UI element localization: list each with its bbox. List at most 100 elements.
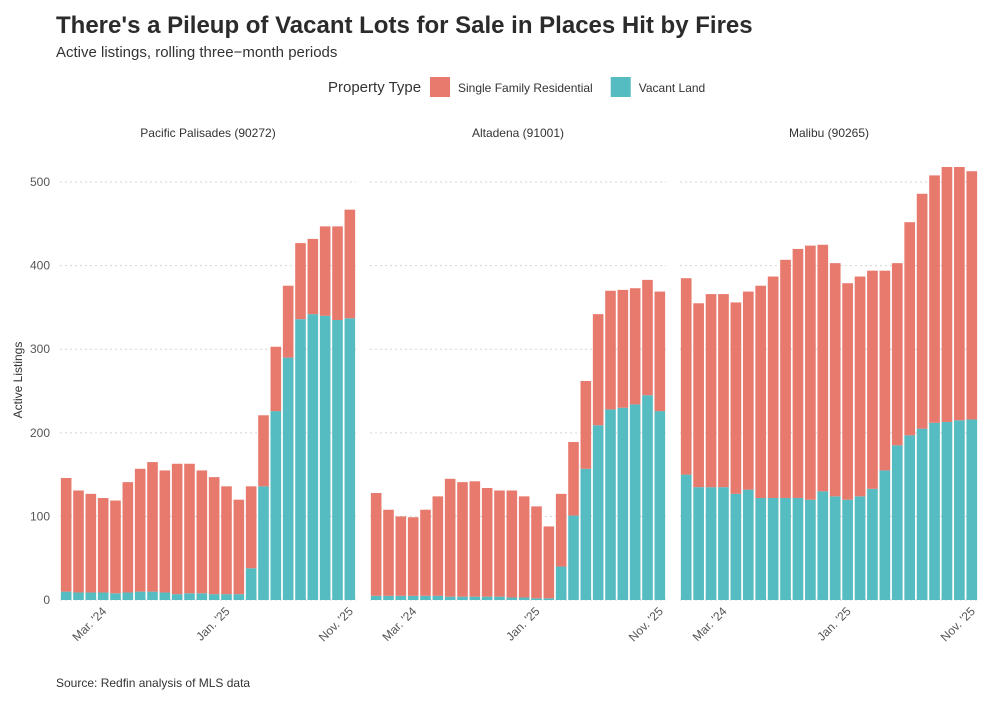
bar-segment (383, 509, 394, 596)
bar-segment (854, 496, 866, 600)
bar-segment (307, 238, 319, 315)
bar-segment (617, 407, 629, 600)
bar-segment (208, 594, 220, 600)
bar-segment (718, 294, 729, 488)
bar-segment (568, 515, 579, 600)
bar-segment (370, 595, 382, 600)
bar-segment (555, 566, 567, 600)
bar-segment (184, 593, 195, 600)
bar-segment (469, 596, 481, 600)
bar-segment (469, 481, 481, 597)
bar-segment (60, 591, 72, 600)
bar-segment (233, 499, 245, 595)
x-tick-label: Jan. '25 (193, 604, 233, 644)
facet-title: Altadena (91001) (472, 126, 564, 140)
bar-segment (395, 595, 407, 600)
legend-swatch (430, 77, 450, 97)
bar-segment (270, 346, 282, 412)
bar-segment (617, 289, 629, 408)
bar-segment (654, 411, 666, 600)
bar-segment (110, 500, 121, 594)
bar-segment (780, 259, 791, 499)
bar-segment (842, 499, 853, 600)
y-tick-label: 100 (30, 509, 50, 523)
bar-segment (854, 276, 866, 497)
bar-segment (568, 442, 579, 516)
bar-segment (605, 290, 616, 410)
bar-segment (332, 226, 343, 320)
bar-segment (147, 462, 158, 592)
bar-segment (941, 421, 953, 600)
x-tick-label: Mar. '24 (69, 604, 109, 644)
bar-segment (196, 470, 208, 594)
bar-segment (592, 314, 604, 426)
bar-segment (742, 489, 754, 600)
legend-label: Single Family Residential (458, 81, 593, 95)
bar-segment (457, 482, 468, 597)
bar-segment (767, 498, 779, 600)
bar-segment (481, 596, 493, 600)
bar-segment (916, 428, 928, 600)
bar-segment (295, 243, 306, 320)
bar-segment (680, 474, 692, 600)
bar-segment (543, 598, 555, 600)
x-tick-label: Mar. '24 (379, 604, 419, 644)
bar-segment (282, 285, 294, 358)
bar-segment (867, 270, 878, 489)
facet-title: Malibu (90265) (789, 126, 869, 140)
bar-segment (122, 592, 134, 600)
source-note: Source: Redfin analysis of MLS data (56, 676, 250, 690)
bar-segment (85, 493, 97, 593)
y-tick-label: 400 (30, 259, 50, 273)
x-tick-label: Nov. '25 (316, 604, 356, 644)
bar-segment (420, 595, 431, 600)
bar-segment (755, 498, 767, 600)
bar-segment (966, 171, 978, 420)
bar-segment (904, 435, 916, 600)
bar-segment (233, 594, 245, 600)
y-tick-label: 300 (30, 342, 50, 356)
bar-segment (97, 498, 109, 593)
bar-segment (60, 477, 72, 592)
y-axis-label: Active Listings (11, 342, 25, 419)
bar-segment (879, 470, 891, 600)
bar-segment (494, 490, 505, 597)
bar-segment (555, 493, 567, 567)
bar-segment (245, 486, 257, 569)
bar-segment (829, 496, 841, 600)
bar-segment (629, 404, 641, 600)
bar-segment (506, 490, 518, 598)
bar-segment (444, 478, 456, 597)
bar-segment (171, 463, 183, 595)
x-tick-label: Nov. '25 (626, 604, 666, 644)
bar-segment (767, 276, 779, 499)
bar-segment (966, 419, 978, 600)
bar-segment (432, 496, 444, 596)
bar-segment (941, 167, 953, 422)
x-tick-label: Nov. '25 (938, 604, 978, 644)
bar-segment (755, 285, 767, 499)
bar-segment (332, 319, 343, 600)
bar-segment (73, 490, 84, 593)
bar-segment (122, 482, 134, 593)
bar-segment (494, 596, 505, 600)
bar-segment (432, 595, 444, 600)
bar-segment (395, 516, 407, 596)
legend-title: Property Type (328, 79, 421, 96)
bar-segment (693, 487, 704, 600)
bar-segment (370, 493, 382, 596)
bar-segment (680, 278, 692, 475)
bar-segment (792, 248, 804, 499)
bar-segment (954, 167, 965, 421)
bar-segment (891, 263, 903, 446)
bar-segment (891, 445, 903, 600)
y-tick-label: 0 (43, 593, 50, 607)
bar-segment (407, 517, 419, 596)
x-tick-label: Mar. '24 (690, 604, 730, 644)
bar-segment (780, 498, 791, 600)
bar-segment (147, 591, 158, 600)
bar-segment (742, 291, 754, 490)
bar-segment (518, 597, 530, 600)
bar-segment (730, 493, 742, 600)
